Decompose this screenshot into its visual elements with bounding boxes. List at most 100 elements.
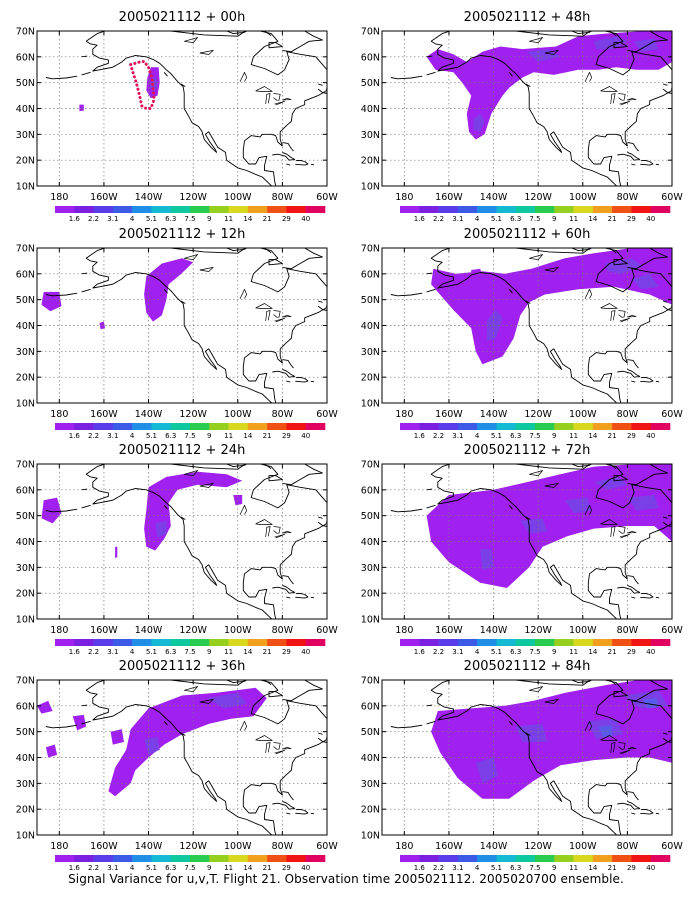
colorbar-label: 5.1 <box>491 215 502 223</box>
colorbar-swatch <box>515 423 536 430</box>
longitude-tick-label: 80W <box>617 409 639 420</box>
latitude-tick-label: 20N <box>361 805 380 816</box>
colorbar-label: 4 <box>130 648 135 656</box>
observation-markers <box>128 59 156 110</box>
colorbar: 1.6 2.2 3.1 4 5.1 6.3 7.5 9 11 14 21 29 40 <box>400 206 671 223</box>
variance-region <box>108 687 267 797</box>
coastline <box>390 464 672 619</box>
colorbar-swatch <box>151 639 172 646</box>
colorbar-swatch <box>55 206 75 213</box>
latitude-tick-label: 20N <box>361 156 380 167</box>
map-panel: 2005021112 + 36h 10N 20N 30N 40N 50N 60N 70N 180… <box>16 659 339 872</box>
latitude-tick-label: 60N <box>16 485 35 496</box>
map-panel: 2005021112 + 48h 10N 20N 30N 40N 50N 60N 70N 180… <box>361 10 684 223</box>
longitude-tick-label: 180 <box>50 625 68 636</box>
colorbar-label: 9 <box>552 648 556 656</box>
colorbar-swatch <box>286 639 307 646</box>
latitude-tick-label: 20N <box>16 373 35 384</box>
colorbar-swatch <box>74 206 94 213</box>
variance-region <box>155 520 167 538</box>
colorbar-swatch <box>419 423 439 430</box>
colorbar-label: 40 <box>646 648 655 656</box>
longitude-tick-label: 160W <box>435 625 463 636</box>
colorbar-label: 6.3 <box>165 215 176 223</box>
variance-region <box>41 291 62 312</box>
colorbar-label: 9 <box>552 432 556 440</box>
latitude-tick-label: 60N <box>16 52 35 63</box>
colorbar-label: 9 <box>552 864 556 872</box>
colorbar-swatch <box>286 423 307 430</box>
colorbar-label: 5.1 <box>146 864 157 872</box>
latitude-tick-label: 60N <box>16 701 35 712</box>
latitude-tick-label: 10N <box>361 399 380 410</box>
longitude-tick-label: 60W <box>661 625 683 636</box>
colorbar-swatch <box>151 423 172 430</box>
longitude-tick-label: 160W <box>435 192 463 203</box>
colorbar-label: 21 <box>608 648 617 656</box>
latitude-tick-label: 20N <box>361 589 380 600</box>
latitude-tick-label: 20N <box>16 589 35 600</box>
colorbar-swatch <box>438 855 459 862</box>
colorbar-swatch <box>650 855 671 862</box>
colorbar-label: 40 <box>301 215 310 223</box>
longitude-tick-label: 160W <box>90 409 118 420</box>
colorbar-swatch <box>573 206 594 213</box>
longitude-tick-label: 160W <box>90 625 118 636</box>
colorbar-label: 21 <box>263 864 272 872</box>
colorbar-label: 1.6 <box>69 864 81 872</box>
colorbar-swatch <box>400 423 420 430</box>
latitude-tick-label: 70N <box>16 27 35 38</box>
colorbar-label: 4 <box>130 215 135 223</box>
colorbar-label: 7.5 <box>529 215 540 223</box>
colorbar-label: 2.2 <box>433 864 444 872</box>
coastline <box>390 248 672 403</box>
colorbar-swatch <box>477 855 497 862</box>
longitude-tick-label: 160W <box>90 192 118 203</box>
longitude-tick-label: 60W <box>661 409 683 420</box>
latitude-tick-label: 30N <box>361 347 380 358</box>
colorbar-swatch <box>170 206 191 213</box>
colorbar-label: 9 <box>552 215 556 223</box>
longitude-tick-label: 60W <box>316 841 338 852</box>
colorbar-swatch <box>573 855 594 862</box>
colorbar-label: 1.6 <box>69 215 81 223</box>
variance-region <box>144 258 194 322</box>
colorbar-swatch <box>457 206 478 213</box>
colorbar-swatch <box>228 206 249 213</box>
colorbar-label: 3.1 <box>107 864 118 872</box>
colorbar-label: 11 <box>569 215 578 223</box>
coastline <box>45 31 327 186</box>
colorbar-swatch <box>132 855 152 862</box>
colorbar-swatch <box>190 639 210 646</box>
longitude-tick-label: 100W <box>224 192 252 203</box>
colorbar-swatch <box>419 639 439 646</box>
colorbar-swatch <box>419 855 439 862</box>
latitude-tick-label: 60N <box>361 52 380 63</box>
colorbar-label: 2.2 <box>433 215 444 223</box>
colorbar-label: 5.1 <box>146 215 157 223</box>
colorbar-swatch <box>477 639 497 646</box>
colorbar-label: 40 <box>646 864 655 872</box>
colorbar-label: 5.1 <box>491 432 502 440</box>
colorbar-label: 1.6 <box>414 648 426 656</box>
colorbar-label: 29 <box>627 432 636 440</box>
latitude-tick-label: 40N <box>361 321 380 332</box>
colorbar-swatch <box>535 423 555 430</box>
colorbar-swatch <box>305 855 326 862</box>
colorbar-swatch <box>631 423 652 430</box>
colorbar-swatch <box>286 206 307 213</box>
colorbar-swatch <box>650 639 671 646</box>
colorbar-swatch <box>631 206 652 213</box>
colorbar-swatch <box>535 855 555 862</box>
colorbar-swatch <box>305 639 326 646</box>
longitude-tick-label: 60W <box>316 192 338 203</box>
colorbar-swatch <box>170 639 191 646</box>
colorbar-swatch <box>612 639 632 646</box>
colorbar-label: 6.3 <box>510 432 521 440</box>
colorbar-label: 9 <box>207 432 211 440</box>
colorbar-label: 29 <box>282 215 291 223</box>
variance-region <box>72 714 87 731</box>
panel-title: 2005021112 + 12h <box>119 227 246 242</box>
colorbar-label: 11 <box>224 864 233 872</box>
colorbar-label: 1.6 <box>414 215 426 223</box>
